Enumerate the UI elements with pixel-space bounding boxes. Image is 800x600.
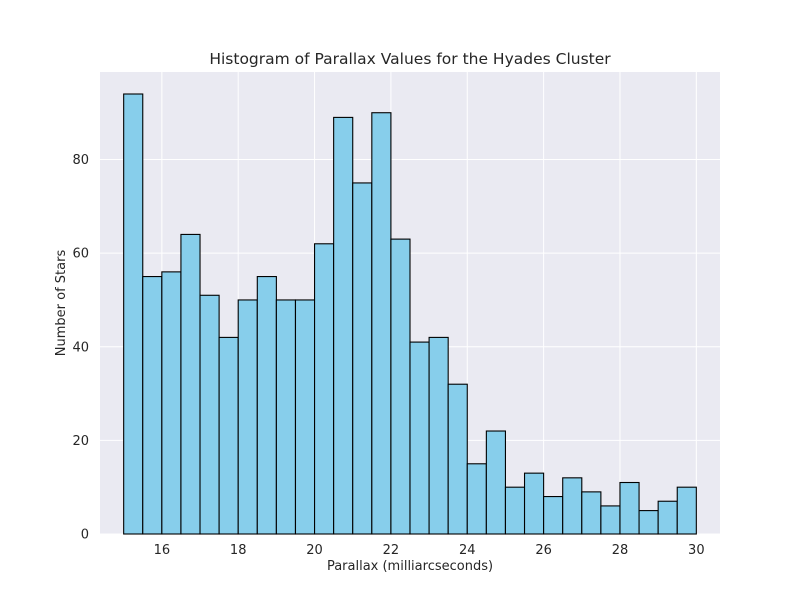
histogram-bar (333, 116, 354, 535)
histogram-bar (294, 299, 316, 535)
x-tick-label: 16 (154, 543, 171, 558)
histogram-bar (256, 276, 277, 535)
histogram-bar (466, 463, 487, 535)
histogram-bars (123, 93, 697, 535)
histogram-bar (676, 486, 697, 535)
histogram-bar (504, 486, 526, 535)
histogram-bar (371, 112, 392, 535)
histogram-bar (123, 93, 144, 535)
histogram-bar (275, 299, 297, 535)
x-tick-label: 20 (306, 543, 323, 558)
x-tick-label: 30 (688, 543, 705, 558)
y-tick-label: 0 (81, 528, 89, 543)
histogram-bar (142, 276, 163, 535)
histogram-bar (352, 182, 373, 535)
histogram-bar (600, 505, 621, 535)
histogram-bar (562, 477, 583, 535)
x-tick-label: 28 (612, 543, 629, 558)
x-tick-label: 18 (230, 543, 247, 558)
y-axis-ticks: 0 20 40 60 80 (72, 153, 89, 542)
x-axis-ticks: 16 18 20 22 24 26 28 30 (154, 543, 705, 558)
histogram-bar (199, 294, 220, 535)
histogram-bar (485, 430, 506, 535)
y-tick-label: 60 (72, 247, 89, 262)
histogram-bar (161, 271, 182, 535)
histogram-bar (218, 336, 239, 535)
histogram-bar (428, 336, 449, 535)
histogram-bar (390, 238, 411, 535)
y-tick-label: 40 (72, 340, 89, 355)
y-axis-label: Number of Stars (54, 250, 69, 357)
x-tick-label: 26 (535, 543, 552, 558)
y-tick-label: 80 (72, 153, 89, 168)
histogram-bar (581, 491, 602, 535)
x-tick-label: 22 (383, 543, 400, 558)
histogram-bar (657, 500, 678, 535)
histogram-bar (619, 481, 640, 535)
x-axis-label: Parallax (milliarcseconds) (327, 559, 493, 574)
histogram-bar (638, 510, 659, 535)
chart-title: Histogram of Parallax Values for the Hya… (209, 50, 611, 68)
histogram-bar (447, 383, 468, 535)
histogram-bar (180, 233, 201, 535)
y-tick-label: 20 (72, 434, 89, 449)
histogram-bar (237, 299, 258, 535)
x-tick-label: 24 (459, 543, 476, 558)
histogram-bar (314, 243, 335, 535)
histogram-bar (523, 472, 545, 535)
histogram-bar (409, 341, 430, 535)
histogram-bar (543, 496, 564, 535)
